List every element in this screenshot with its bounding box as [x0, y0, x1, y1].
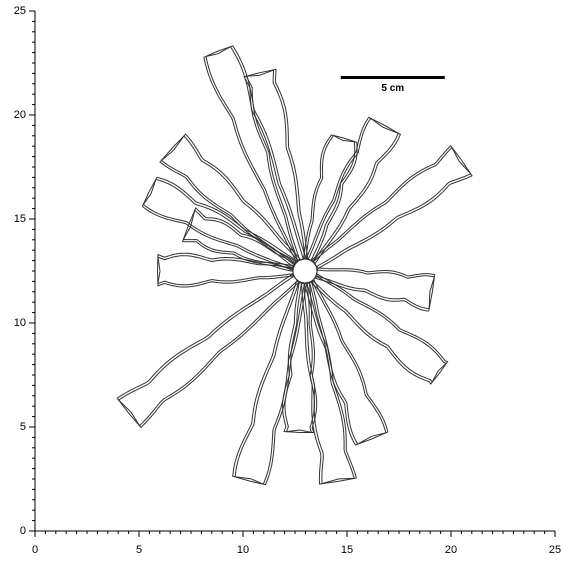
lobe-outline — [303, 134, 358, 262]
lobe-outline — [307, 117, 399, 263]
x-tick-label: 25 — [549, 544, 561, 556]
lobe-outline — [310, 273, 449, 385]
lobe-outline — [234, 281, 306, 485]
lobe-outline — [205, 46, 304, 262]
lobe-outline — [116, 273, 300, 429]
x-tick-label: 20 — [445, 544, 457, 556]
lobe-outline — [303, 281, 355, 485]
x-tick-label: 0 — [32, 544, 38, 556]
lobe-outline — [156, 252, 294, 288]
lobe-outline — [305, 134, 356, 261]
lobe-outline — [315, 267, 436, 312]
lobe-outline — [203, 45, 307, 263]
lobe-outline — [305, 116, 402, 264]
lobe-outline — [157, 255, 294, 286]
lobe-outline — [159, 133, 301, 268]
lobe-outline — [232, 280, 308, 486]
scale-bar-label: 5 cm — [381, 83, 404, 94]
lobe-outline — [243, 68, 309, 261]
lobe-outline — [142, 178, 297, 269]
lobe-outline — [117, 275, 299, 427]
lobe-outline — [181, 207, 297, 272]
specimen-outline — [116, 45, 473, 486]
y-tick-label: 15 — [14, 213, 26, 225]
y-tick-label: 20 — [14, 109, 26, 121]
lobe-outline — [311, 145, 473, 270]
lobe-outline — [245, 69, 306, 261]
lobe-outline — [141, 176, 298, 271]
lobe-outline — [300, 281, 358, 485]
y-tick-label: 5 — [20, 421, 26, 433]
lobe-outline — [182, 209, 296, 270]
x-tick-label: 10 — [237, 544, 249, 556]
lobe-outline — [284, 282, 316, 434]
y-tick-label: 25 — [14, 5, 26, 17]
lobe-outline — [312, 146, 472, 268]
lobe-outline — [160, 135, 299, 266]
lobe-outline — [303, 279, 389, 446]
x-tick-label: 15 — [341, 544, 353, 556]
y-tick-label: 10 — [14, 317, 26, 329]
center-outline — [292, 258, 318, 284]
lobe-outline — [282, 282, 318, 433]
y-tick-label: 0 — [20, 525, 26, 537]
lobe-outline — [306, 280, 387, 445]
lobe-outline — [312, 275, 448, 383]
lobe-outline — [315, 269, 435, 310]
x-tick-label: 5 — [136, 544, 142, 556]
